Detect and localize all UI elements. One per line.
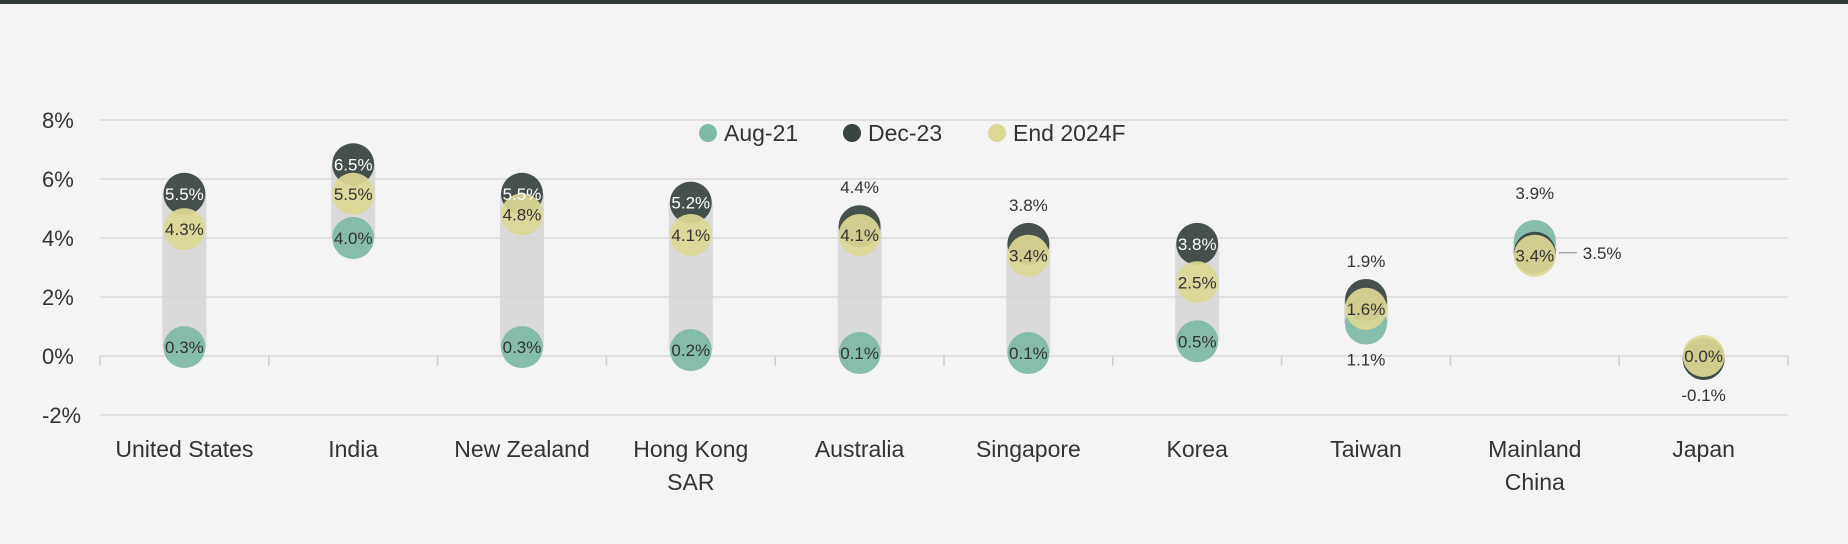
category-label: New Zealand <box>454 436 590 462</box>
point-aug-21 <box>163 326 206 369</box>
point-aug-21 <box>669 329 712 372</box>
category-label: Japan <box>1672 436 1735 462</box>
category-label: Hong Kong <box>633 436 748 462</box>
category-label: Taiwan <box>1330 436 1402 462</box>
data-label: -0.1% <box>1681 386 1725 405</box>
data-label: 0.1% <box>840 344 879 363</box>
data-label: 3.8% <box>1178 235 1217 254</box>
data-label: 2.5% <box>1178 273 1217 292</box>
data-label: 3.5% <box>1583 244 1622 263</box>
point-end-2024f <box>1176 261 1219 304</box>
data-label: 4.1% <box>840 226 879 245</box>
point-end-2024f <box>1682 335 1725 377</box>
legend-label: Dec-23 <box>868 120 942 146</box>
point-end-2024f <box>501 193 543 236</box>
data-label: 0.5% <box>1178 332 1217 351</box>
data-label: 0.1% <box>1009 344 1048 363</box>
point-end-2024f <box>1345 287 1387 330</box>
legend-marker <box>843 124 861 142</box>
category-label: China <box>1505 469 1565 495</box>
category-label: Singapore <box>976 436 1081 462</box>
data-label: 1.9% <box>1347 252 1386 271</box>
data-label: 4.8% <box>503 205 542 224</box>
data-label: 3.9% <box>1515 184 1554 203</box>
category-label: SAR <box>667 469 714 495</box>
data-label: 3.8% <box>1009 196 1048 215</box>
category-label: Australia <box>815 436 905 462</box>
legend-marker <box>988 124 1006 142</box>
point-end-2024f <box>1007 234 1050 277</box>
data-label: 3.4% <box>1009 247 1048 266</box>
y-tick-label: 4% <box>42 226 74 251</box>
y-tick-label: -2% <box>42 403 81 428</box>
category-label: United States <box>115 436 253 462</box>
legend-label: End 2024F <box>1013 120 1126 146</box>
point-dec-23 <box>332 143 375 186</box>
point-end-2024f <box>163 208 206 251</box>
data-label: 4.3% <box>165 220 204 239</box>
legend-marker <box>699 124 717 142</box>
point-end-2024f <box>838 214 881 257</box>
data-label: 0.0% <box>1684 347 1723 366</box>
data-label: 5.5% <box>334 185 373 204</box>
data-label: 5.2% <box>671 194 710 213</box>
category-label: Mainland <box>1488 436 1581 462</box>
legend-label: Aug-21 <box>724 120 798 146</box>
point-dec-23 <box>669 181 712 224</box>
data-label: 5.5% <box>165 185 204 204</box>
data-label: 5.5% <box>503 185 542 204</box>
point-dec-23 <box>163 172 206 215</box>
y-tick-label: 6% <box>42 167 74 192</box>
point-aug-21 <box>501 326 543 369</box>
data-label: 4.0% <box>334 229 373 248</box>
top-rule <box>0 0 1848 4</box>
data-label: 1.1% <box>1347 351 1386 370</box>
data-label: 6.5% <box>334 155 373 174</box>
point-end-2024f <box>332 172 375 215</box>
data-label: 0.3% <box>503 338 542 357</box>
point-dec-23 <box>1176 222 1219 265</box>
category-label: Korea <box>1167 436 1229 462</box>
data-label: 4.1% <box>671 226 710 245</box>
point-end-2024f <box>1513 234 1556 277</box>
point-aug-21 <box>1007 332 1050 375</box>
data-label: 4.4% <box>840 178 879 197</box>
point-end-2024f <box>669 214 712 257</box>
point-aug-21 <box>838 332 881 375</box>
data-label: 3.4% <box>1515 247 1554 266</box>
data-label: 0.2% <box>671 341 710 360</box>
data-label: 0.3% <box>165 338 204 357</box>
point-aug-21 <box>1176 320 1219 363</box>
data-label: 1.6% <box>1347 300 1386 319</box>
y-tick-label: 0% <box>42 344 74 369</box>
category-label: India <box>328 436 378 462</box>
point-aug-21 <box>332 217 375 259</box>
y-tick-label: 8% <box>42 108 74 133</box>
y-tick-label: 2% <box>42 285 74 310</box>
